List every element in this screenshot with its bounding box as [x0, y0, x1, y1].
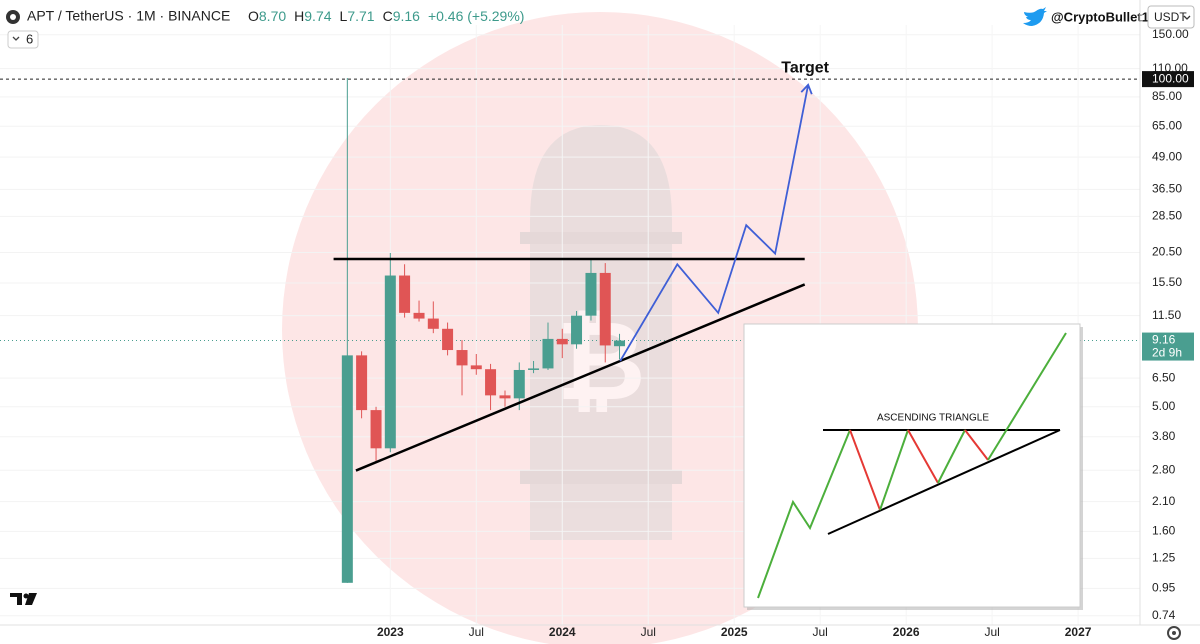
symbol: APT / TetherUS · 1M · BINANCE	[27, 8, 230, 24]
x-tick-label: Jul	[984, 625, 999, 639]
y-tick-label: 36.50	[1152, 182, 1182, 196]
y-tick-label: 3.80	[1152, 429, 1176, 443]
target-price-box	[1142, 71, 1194, 88]
y-tick-label: 6.50	[1152, 370, 1176, 384]
ohlc-value: 8.70	[259, 8, 286, 24]
tv-logo	[10, 593, 37, 605]
candle-body	[528, 368, 540, 370]
candle-body	[571, 315, 583, 345]
y-tick-label: 20.50	[1152, 245, 1182, 259]
x-tick-label: 2026	[893, 625, 920, 639]
x-tick-label: 2024	[549, 625, 576, 639]
currency: USDT	[1154, 10, 1187, 24]
ohlc-value: 9.16	[393, 8, 420, 24]
y-tick-label: 65.00	[1152, 118, 1182, 132]
candle-body	[413, 312, 425, 319]
y-tick-label: 49.00	[1152, 149, 1182, 163]
candle-body	[614, 340, 626, 347]
y-tick-label: 0.74	[1152, 608, 1176, 622]
y-tick-label: 150.00	[1152, 27, 1189, 41]
ohlc-label: O	[248, 8, 259, 24]
candle-body	[499, 395, 511, 399]
ohlc-value: 7.71	[347, 8, 374, 24]
candle-body	[384, 275, 396, 449]
currency-select[interactable]	[1147, 5, 1195, 29]
ohlc: O8.70 H9.74 L7.71 C9.16 +0.46 (+5.29%)	[248, 8, 524, 24]
inset: ASCENDING TRIANGLE	[743, 323, 1083, 610]
y-tick-label: 28.50	[1152, 209, 1182, 223]
candle-body	[585, 272, 597, 316]
current-price-label: 9.16	[1152, 333, 1176, 347]
ohlc-label: H	[294, 8, 304, 24]
change: +0.46 (+5.29%)	[428, 8, 525, 24]
y-tick-label: 1.60	[1152, 524, 1176, 538]
candle-body	[456, 350, 468, 366]
candle-body	[556, 338, 568, 345]
y-tick-label: 15.50	[1152, 275, 1182, 289]
settings-icon[interactable]	[1167, 626, 1181, 640]
indicator-count: 6	[26, 31, 33, 46]
ohlc-label: C	[383, 8, 393, 24]
candle-body	[427, 318, 439, 329]
projection-arrowhead	[800, 83, 813, 95]
target-text: Target	[781, 59, 829, 76]
candle-body	[356, 355, 368, 411]
y-tick-label: 11.50	[1152, 308, 1181, 322]
current-price-box	[1142, 332, 1194, 361]
y-tick-label: 2.80	[1152, 462, 1176, 476]
target-price-label: 100.00	[1152, 71, 1189, 85]
candle-body	[341, 355, 353, 583]
candle-body	[370, 410, 382, 449]
candle-body	[542, 338, 554, 369]
x-tick-label: 2027	[1065, 625, 1092, 639]
projection-line	[619, 84, 810, 362]
support-line	[355, 283, 806, 472]
y-tick-label: 5.00	[1152, 399, 1176, 413]
x-tick-label: Jul	[641, 625, 656, 639]
indicator-toggle[interactable]	[7, 30, 39, 49]
x-tick-label: 2025	[721, 625, 748, 639]
candle-body	[470, 365, 482, 370]
inset-title: ASCENDING TRIANGLE	[877, 413, 989, 424]
y-tick-label: 1.25	[1152, 551, 1176, 565]
twitter-icon	[1023, 7, 1047, 26]
x-tick-label: Jul	[813, 625, 828, 639]
ohlc-value: 9.74	[304, 8, 331, 24]
y-tick-label: 85.00	[1152, 89, 1182, 103]
countdown: 2d 9h	[1152, 346, 1182, 360]
header: APT / TetherUS · 1M · BINANCE O8.70 H9.74…	[6, 5, 1195, 49]
candle-body	[399, 275, 411, 313]
x-tick-label: 2023	[377, 625, 404, 639]
x-tick-label: Jul	[469, 625, 484, 639]
candle-body	[485, 369, 497, 396]
y-tick-label: 0.95	[1152, 581, 1176, 595]
candle-body	[513, 369, 525, 399]
candle-body	[599, 272, 611, 346]
plot	[0, 78, 1140, 583]
author: @CryptoBullet1	[1051, 9, 1149, 24]
candle-body	[442, 328, 454, 351]
y-tick-label: 2.10	[1152, 494, 1176, 508]
ohlc-label: L	[340, 8, 348, 24]
